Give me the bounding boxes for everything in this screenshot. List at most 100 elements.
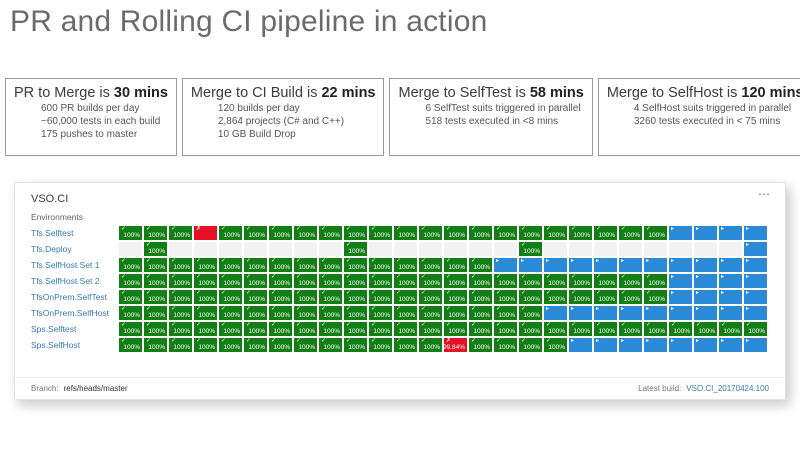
build-cell-in-progress[interactable]: ▸ [594,258,617,272]
build-cell-succeeded[interactable]: ✓ 100% [169,226,192,240]
build-cell-succeeded[interactable]: ✓ 100% [244,306,267,320]
build-cell-succeeded[interactable]: ✓ 100% [119,306,142,320]
build-cell-succeeded[interactable]: ✓ 100% [194,258,217,272]
build-cell-succeeded[interactable]: ✓ 100% [344,258,367,272]
build-cell-succeeded[interactable]: ✓ 100% [119,290,142,304]
build-cell-succeeded[interactable]: ✓ 100% [619,226,642,240]
build-cell-succeeded[interactable]: ✓ 100% [494,226,517,240]
build-cell-in-progress[interactable]: ▸ [544,306,567,320]
build-cell-in-progress[interactable]: ▸ [619,258,642,272]
build-cell-succeeded[interactable]: ✓ 100% [544,226,567,240]
build-cell-in-progress[interactable]: ▸ [744,226,767,240]
environment-link[interactable]: Sps.Selftest [31,324,77,334]
build-cell-succeeded[interactable]: ✓ 100% [394,226,417,240]
build-cell-succeeded[interactable]: ✓ 100% [369,290,392,304]
build-cell-succeeded[interactable]: ✓ 100% [344,338,367,352]
build-cell-succeeded[interactable]: ✓ 100% [269,274,292,288]
build-cell-succeeded[interactable]: ✓ 100% [294,258,317,272]
build-cell-in-progress[interactable]: ▸ [669,226,692,240]
build-cell-succeeded[interactable]: ✓ 100% [344,322,367,336]
build-cell-succeeded[interactable]: ✓ 100% [494,306,517,320]
build-cell-succeeded[interactable]: ✓ 100% [444,290,467,304]
build-cell-succeeded[interactable]: ✓ 100% [469,306,492,320]
build-cell-succeeded[interactable]: ✓ 100% [169,306,192,320]
build-cell-succeeded[interactable]: ✓ 100% [344,242,367,256]
build-cell-succeeded[interactable]: ✓ 100% [394,338,417,352]
build-cell-in-progress[interactable]: ▸ [669,306,692,320]
build-cell-succeeded[interactable]: ✓ 100% [469,290,492,304]
build-cell-succeeded[interactable]: ✓ 100% [669,322,692,336]
build-cell-in-progress[interactable]: ▸ [719,274,742,288]
build-cell-succeeded[interactable]: ✓ 100% [269,290,292,304]
build-cell-succeeded[interactable]: ✓ 100% [569,290,592,304]
build-cell-succeeded[interactable]: ✓ 100% [144,338,167,352]
build-cell-succeeded[interactable]: ✓ 100% [569,322,592,336]
build-cell-succeeded[interactable]: ✓ 100% [144,274,167,288]
build-cell-succeeded[interactable]: ✓ 100% [219,338,242,352]
build-cell-succeeded[interactable]: ✓ 100% [194,306,217,320]
build-cell-succeeded[interactable]: ✓ 100% [144,306,167,320]
build-cell-succeeded[interactable]: ✓ 100% [244,226,267,240]
build-cell-succeeded[interactable]: ✓ 100% [319,290,342,304]
environment-link[interactable]: Sps.SelfHost [31,340,81,350]
build-cell-succeeded[interactable]: ✓ 100% [319,274,342,288]
build-cell-succeeded[interactable]: ✓ 100% [419,338,442,352]
build-cell-succeeded[interactable]: ✓ 100% [444,226,467,240]
build-cell-in-progress[interactable]: ▸ [669,338,692,352]
build-cell-succeeded[interactable]: ✓ 100% [269,306,292,320]
build-cell-succeeded[interactable]: ✓ 100% [369,322,392,336]
build-cell-succeeded[interactable]: ✓ 100% [144,290,167,304]
build-cell-in-progress[interactable]: ▸ [719,306,742,320]
build-cell-succeeded[interactable]: ✓ 100% [169,338,192,352]
build-cell-succeeded[interactable]: ✓ 100% [269,322,292,336]
build-cell-succeeded[interactable]: ✓ 100% [519,322,542,336]
build-cell-succeeded[interactable]: ✓ 100% [319,306,342,320]
build-cell-succeeded[interactable]: ✓ 100% [194,290,217,304]
build-cell-succeeded[interactable]: ✓ 100% [244,338,267,352]
build-cell-succeeded[interactable]: ✓ 100% [644,322,667,336]
build-cell-succeeded[interactable]: ✓ 100% [619,322,642,336]
build-cell-succeeded[interactable]: ✓ 100% [444,322,467,336]
build-cell-succeeded[interactable]: ✓ 100% [469,258,492,272]
build-cell-succeeded[interactable]: ✓ 100% [444,274,467,288]
build-cell-succeeded[interactable]: ✓ 100% [394,290,417,304]
build-cell-succeeded[interactable]: ✓ 100% [369,306,392,320]
build-cell-in-progress[interactable]: ▸ [544,258,567,272]
build-cell-succeeded[interactable]: ✓ 100% [644,274,667,288]
build-cell-succeeded[interactable]: ✓ 100% [194,322,217,336]
latest-build-link[interactable]: VSO.CI_20170424.100 [686,384,769,393]
build-cell-succeeded[interactable]: ✓ 100% [569,226,592,240]
build-cell-succeeded[interactable]: ✓ 100% [119,258,142,272]
build-cell-succeeded[interactable]: ✓ 100% [444,258,467,272]
build-cell-succeeded[interactable]: ✓ 100% [419,258,442,272]
build-cell-succeeded[interactable]: ✓ 100% [319,322,342,336]
build-cell-in-progress[interactable]: ▸ [494,258,517,272]
build-cell-succeeded[interactable]: ✓ 100% [619,290,642,304]
build-cell-in-progress[interactable]: ▸ [744,242,767,256]
build-cell-succeeded[interactable]: ✓ 100% [344,290,367,304]
build-cell-succeeded[interactable]: ✓ 100% [444,306,467,320]
environment-link[interactable]: TfsOnPrem.SelfTest [31,292,108,302]
build-cell-succeeded[interactable]: ✓ 100% [294,290,317,304]
build-cell-succeeded[interactable]: ✓ 100% [519,306,542,320]
build-cell-succeeded[interactable]: ✓ 100% [569,274,592,288]
build-cell-in-progress[interactable]: ▸ [669,290,692,304]
build-cell-in-progress[interactable]: ▸ [594,306,617,320]
build-cell-failed[interactable]: ✗ [194,226,217,240]
environment-link[interactable]: Tfs.SelfHost Set 1 [31,260,100,270]
build-cell-succeeded[interactable]: ✓ 100% [269,338,292,352]
build-cell-succeeded[interactable]: ✓ 100% [369,226,392,240]
build-cell-succeeded[interactable]: ✓ 100% [544,274,567,288]
build-cell-in-progress[interactable]: ▸ [719,338,742,352]
build-cell-succeeded[interactable]: ✓ 100% [244,322,267,336]
build-cell-in-progress[interactable]: ▸ [569,338,592,352]
build-cell-in-progress[interactable]: ▸ [669,274,692,288]
build-cell-succeeded[interactable]: ✓ 100% [369,338,392,352]
build-cell-succeeded[interactable]: ✓ 100% [219,322,242,336]
build-cell-in-progress[interactable]: ▸ [719,258,742,272]
build-cell-in-progress[interactable]: ▸ [694,226,717,240]
build-cell-succeeded[interactable]: ✓ 100% [369,258,392,272]
build-cell-succeeded[interactable]: ✓ 100% [469,274,492,288]
build-cell-succeeded[interactable]: ✓ 100% [594,226,617,240]
build-cell-succeeded[interactable]: ✓ 100% [544,338,567,352]
